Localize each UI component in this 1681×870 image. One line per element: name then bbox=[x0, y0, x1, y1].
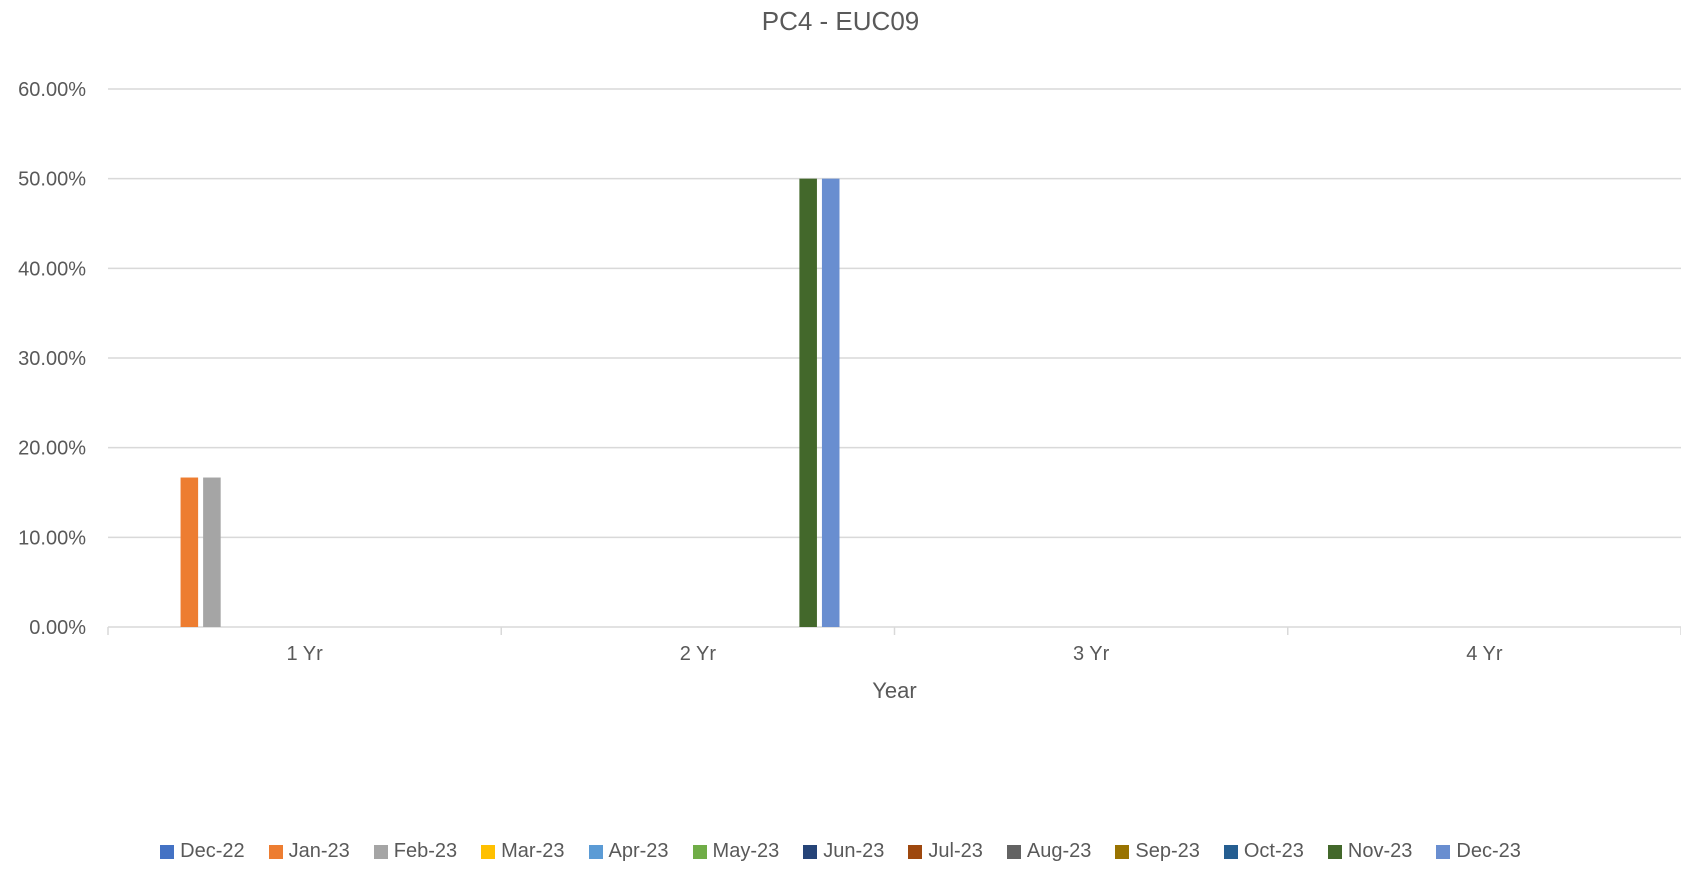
legend-label: Dec-22 bbox=[180, 840, 245, 862]
legend-item-dec-23: Dec-23 bbox=[1436, 840, 1521, 863]
legend-label: Jul-23 bbox=[928, 840, 983, 862]
legend-item-may-23: May-23 bbox=[692, 840, 780, 863]
y-tick-label: 50.00% bbox=[18, 169, 86, 191]
legend-item-dec-22: Dec-22 bbox=[160, 840, 245, 863]
legend-label: Sep-23 bbox=[1135, 840, 1200, 862]
y-tick-label: 0.00% bbox=[29, 617, 86, 639]
legend-swatch bbox=[692, 844, 707, 859]
legend-swatch bbox=[1115, 844, 1130, 859]
legend-swatch bbox=[1327, 844, 1342, 859]
legend-swatch bbox=[908, 844, 923, 859]
legend-swatch bbox=[1006, 844, 1021, 859]
legend-label: Feb-23 bbox=[393, 840, 458, 862]
x-tick-label: 4 Yr bbox=[1466, 643, 1503, 665]
legend-swatch bbox=[373, 844, 388, 859]
y-tick-label: 30.00% bbox=[18, 348, 86, 370]
legend-label: Aug-23 bbox=[1026, 840, 1092, 862]
legend-item-feb-23: Feb-23 bbox=[373, 840, 458, 863]
legend-label: Nov-23 bbox=[1347, 840, 1413, 862]
legend-item-mar-23: Mar-23 bbox=[481, 840, 565, 863]
bar-dec-23 bbox=[821, 178, 840, 627]
legend-item-jan-23: Jan-23 bbox=[268, 840, 350, 863]
legend-label: Apr-23 bbox=[608, 840, 669, 862]
legend-swatch bbox=[588, 844, 603, 859]
y-tick-label: 40.00% bbox=[18, 258, 86, 280]
legend: Dec-22 Jan-23 Feb-23 Mar-23 Apr-23 May-23 Jun-… bbox=[0, 840, 1681, 863]
legend-label: May-23 bbox=[712, 840, 780, 862]
legend-item-jun-23: Jun-23 bbox=[803, 840, 884, 863]
x-axis-title: Year bbox=[872, 678, 916, 703]
legend-swatch bbox=[160, 844, 175, 859]
legend-swatch bbox=[268, 844, 283, 859]
chart-title: PC4 - EUC09 bbox=[761, 6, 920, 36]
legend-label: Mar-23 bbox=[501, 840, 565, 862]
y-tick-label: 20.00% bbox=[18, 438, 86, 460]
legend-swatch bbox=[1436, 844, 1451, 859]
legend-label: Oct-23 bbox=[1243, 840, 1304, 862]
legend-swatch bbox=[481, 844, 496, 859]
legend-item-apr-23: Apr-23 bbox=[588, 840, 669, 863]
bar-feb-23 bbox=[203, 477, 221, 627]
y-tick-label: 60.00% bbox=[18, 79, 86, 101]
legend-label: Jan-23 bbox=[288, 840, 350, 862]
legend-label: Dec-23 bbox=[1456, 840, 1521, 862]
legend-item-jul-23: Jul-23 bbox=[908, 840, 983, 863]
legend-swatch bbox=[803, 844, 818, 859]
legend-item-oct-23: Oct-23 bbox=[1223, 840, 1304, 863]
legend-label: Jun-23 bbox=[823, 840, 885, 862]
bar-jan-23 bbox=[180, 477, 199, 627]
x-tick-label: 3 Yr bbox=[1073, 643, 1110, 665]
bar-nov-23 bbox=[799, 178, 817, 627]
y-tick-label: 10.00% bbox=[18, 527, 86, 549]
legend-item-nov-23: Nov-23 bbox=[1327, 840, 1413, 863]
legend-item-sep-23: Sep-23 bbox=[1115, 840, 1200, 863]
x-tick-label: 1 Yr bbox=[286, 643, 323, 665]
x-tick-label: 2 Yr bbox=[680, 643, 717, 665]
legend-item-aug-23: Aug-23 bbox=[1006, 840, 1092, 863]
legend-swatch bbox=[1223, 844, 1238, 859]
